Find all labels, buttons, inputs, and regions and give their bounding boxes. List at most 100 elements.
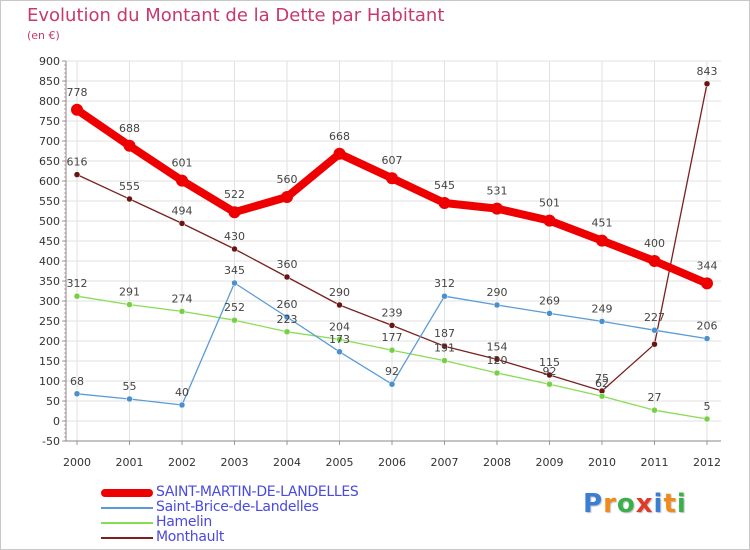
chart-title: Evolution du Montant de la Dette par Hab… [27,5,445,26]
legend-label: Monthault [156,529,225,545]
logo-letter: r [603,489,617,519]
data-label: 312 [67,277,88,290]
data-point [493,356,501,363]
data-point [493,369,501,377]
data-label: 601 [172,157,193,170]
data-point [441,292,448,300]
legend-swatch [101,507,153,509]
data-point [283,313,291,321]
data-point [73,390,81,398]
data-point [178,308,186,315]
data-label: 223 [277,313,298,326]
data-point [386,172,398,185]
data-point [231,279,238,287]
proxiti-logo: Proxiti [583,489,687,519]
x-tick-label: 2009 [536,456,564,469]
x-tick-label: 2001 [116,456,144,469]
data-label: 120 [487,354,508,367]
data-point [703,415,711,423]
data-point [283,328,291,336]
data-label: 290 [487,286,508,299]
data-label: 607 [382,154,403,167]
data-point [333,147,346,160]
y-tick-label: 800 [39,95,60,108]
y-tick-label: 650 [39,155,60,168]
x-tick-label: 2006 [378,456,406,469]
data-point [441,342,448,350]
data-point [596,234,608,247]
y-tick-label: 0 [53,415,60,428]
data-point [388,380,396,388]
y-tick-label: 250 [39,315,60,328]
data-label: 531 [487,185,508,198]
data-label: 545 [434,179,455,192]
plot-area [66,61,721,441]
y-tick-label: 100 [39,375,60,388]
data-point [228,206,241,219]
y-tick-label: 350 [39,275,60,288]
logo-letter: t [663,489,677,519]
data-label: 274 [172,292,193,305]
data-label: 290 [329,286,350,299]
x-tick-label: 2000 [63,456,91,469]
data-point [336,301,343,309]
data-label: 400 [644,237,665,250]
data-label: 430 [224,230,245,243]
y-tick-label: 200 [39,335,60,348]
data-label: 5 [704,400,711,413]
y-tick-label: 700 [39,135,60,148]
data-label: 115 [539,356,560,369]
logo-letter: i [676,489,687,519]
data-label: 40 [175,386,189,399]
data-point [126,301,133,308]
y-tick-label: 50 [46,395,60,408]
y-tick-label: 450 [39,235,60,248]
y-tick-label: 550 [39,195,60,208]
data-point [546,310,553,317]
x-tick-label: 2008 [483,456,511,469]
data-label: 555 [119,180,140,193]
data-point [388,322,396,329]
y-tick-label: 850 [39,75,60,88]
data-label: 177 [382,331,403,344]
data-label: 55 [123,380,137,393]
data-label: 92 [543,365,557,378]
data-point [388,346,396,354]
x-tick-label: 2003 [221,456,249,469]
logo-letter: x [635,489,654,519]
data-point [176,174,188,187]
data-label: 249 [592,302,613,315]
y-tick-label: 900 [39,55,60,68]
data-point [126,395,133,403]
data-point [598,318,606,325]
data-point [178,401,186,409]
logo-letter: i [653,489,664,519]
x-tick-label: 2007 [431,456,459,469]
logo-letter: o [616,489,636,519]
data-point [126,195,133,203]
data-label: 154 [487,340,508,353]
data-point [598,392,606,400]
data-point [491,202,503,215]
data-label: 360 [277,258,298,271]
data-label: 75 [595,372,609,385]
legend-swatch [101,537,153,539]
legend-label: Hamelin [156,514,212,530]
data-label: 451 [592,217,613,230]
data-label: 252 [224,301,245,314]
legend-label: SAINT-MARTIN-DE-LANDELLES [156,484,359,500]
x-tick-label: 2010 [588,456,616,469]
data-point [231,316,238,324]
data-label: 92 [385,365,399,378]
y-tick-label: 500 [39,215,60,228]
data-label: 227 [644,311,665,324]
y-tick-label: 400 [39,255,60,268]
data-point [438,197,451,209]
data-point [651,326,658,334]
data-point [73,171,81,178]
data-point [71,103,83,116]
data-label: 27 [648,391,662,404]
data-label: 688 [119,122,140,135]
